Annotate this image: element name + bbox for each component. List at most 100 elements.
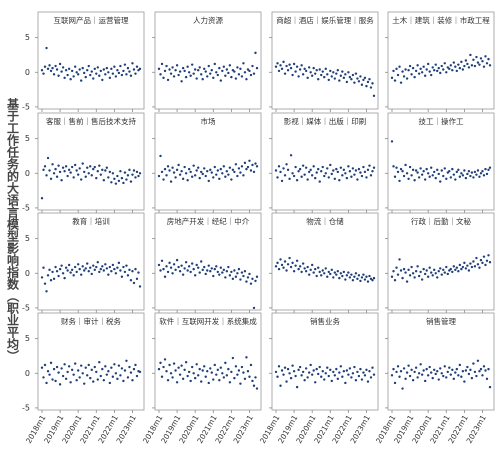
data-point bbox=[60, 70, 63, 73]
data-point bbox=[73, 362, 77, 365]
data-point bbox=[288, 256, 291, 260]
data-point bbox=[446, 272, 449, 276]
data-point bbox=[72, 373, 75, 376]
data-point bbox=[360, 83, 364, 86]
data-point bbox=[233, 70, 236, 73]
data-point bbox=[172, 263, 176, 266]
data-point bbox=[353, 275, 356, 278]
data-point bbox=[481, 59, 484, 63]
data-point bbox=[295, 65, 299, 68]
data-point bbox=[306, 376, 309, 379]
data-point bbox=[442, 68, 445, 71]
data-point bbox=[393, 79, 397, 82]
data-point bbox=[236, 272, 239, 275]
data-point bbox=[363, 374, 367, 377]
data-point bbox=[239, 382, 242, 385]
data-point bbox=[294, 264, 297, 267]
data-point bbox=[324, 172, 327, 175]
data-point bbox=[436, 69, 439, 73]
data-point bbox=[303, 379, 306, 382]
data-point bbox=[356, 370, 359, 374]
data-point bbox=[67, 67, 71, 71]
data-point bbox=[166, 165, 170, 168]
data-point bbox=[249, 169, 253, 172]
data-point bbox=[433, 268, 436, 272]
data-point bbox=[330, 172, 333, 176]
data-point bbox=[426, 374, 430, 377]
data-point bbox=[461, 174, 465, 177]
data-point bbox=[457, 168, 460, 172]
data-point bbox=[72, 75, 75, 78]
data-point bbox=[84, 366, 87, 369]
data-point bbox=[443, 62, 446, 65]
data-point bbox=[219, 266, 223, 269]
data-point bbox=[234, 77, 238, 80]
data-point bbox=[57, 164, 60, 167]
data-point bbox=[242, 371, 245, 374]
data-point bbox=[117, 261, 121, 265]
data-point bbox=[360, 378, 364, 381]
data-point bbox=[414, 366, 418, 369]
data-point bbox=[111, 172, 115, 175]
data-point bbox=[92, 77, 95, 80]
data-point bbox=[286, 69, 290, 72]
data-point bbox=[222, 65, 226, 68]
data-point bbox=[45, 174, 48, 177]
data-point bbox=[470, 64, 474, 67]
data-point bbox=[291, 73, 294, 77]
data-point bbox=[128, 168, 131, 172]
data-point bbox=[467, 66, 471, 69]
data-point bbox=[392, 270, 395, 273]
data-point bbox=[327, 270, 330, 274]
data-point bbox=[114, 272, 118, 275]
data-point bbox=[484, 369, 487, 372]
data-point bbox=[320, 73, 323, 77]
data-point bbox=[289, 265, 293, 269]
data-point bbox=[86, 262, 89, 265]
data-point bbox=[246, 68, 250, 71]
data-point bbox=[55, 270, 59, 273]
data-point bbox=[366, 280, 370, 283]
data-point bbox=[338, 371, 341, 374]
data-point bbox=[245, 356, 248, 359]
data-point bbox=[362, 165, 365, 169]
data-point bbox=[201, 369, 204, 372]
data-point bbox=[395, 370, 398, 374]
data-point bbox=[428, 365, 431, 369]
data-point bbox=[117, 71, 121, 75]
data-point bbox=[345, 176, 349, 180]
data-point bbox=[213, 267, 216, 271]
data-point bbox=[105, 66, 109, 70]
data-point bbox=[274, 169, 278, 172]
data-point bbox=[111, 263, 115, 267]
data-point bbox=[64, 69, 68, 72]
data-point bbox=[93, 365, 96, 369]
data-point bbox=[336, 270, 340, 273]
data-point bbox=[230, 270, 233, 274]
data-point bbox=[408, 274, 412, 277]
data-point bbox=[401, 387, 404, 390]
data-point bbox=[69, 171, 72, 174]
data-point bbox=[203, 365, 206, 368]
data-point bbox=[454, 268, 457, 272]
data-point bbox=[434, 372, 437, 376]
data-point bbox=[190, 365, 194, 369]
data-point bbox=[131, 270, 134, 273]
data-point bbox=[354, 272, 358, 275]
data-point bbox=[431, 174, 434, 177]
data-point bbox=[285, 380, 288, 383]
data-point bbox=[348, 75, 352, 79]
data-point bbox=[203, 67, 206, 71]
data-point bbox=[475, 173, 478, 176]
data-point bbox=[225, 374, 229, 377]
data-point bbox=[160, 170, 164, 174]
data-point bbox=[248, 159, 251, 163]
data-point bbox=[283, 72, 287, 75]
data-point bbox=[461, 68, 465, 71]
data-point bbox=[189, 270, 192, 274]
data-point bbox=[92, 380, 95, 383]
data-point bbox=[407, 69, 410, 72]
data-point bbox=[300, 374, 303, 377]
data-point bbox=[120, 176, 124, 180]
